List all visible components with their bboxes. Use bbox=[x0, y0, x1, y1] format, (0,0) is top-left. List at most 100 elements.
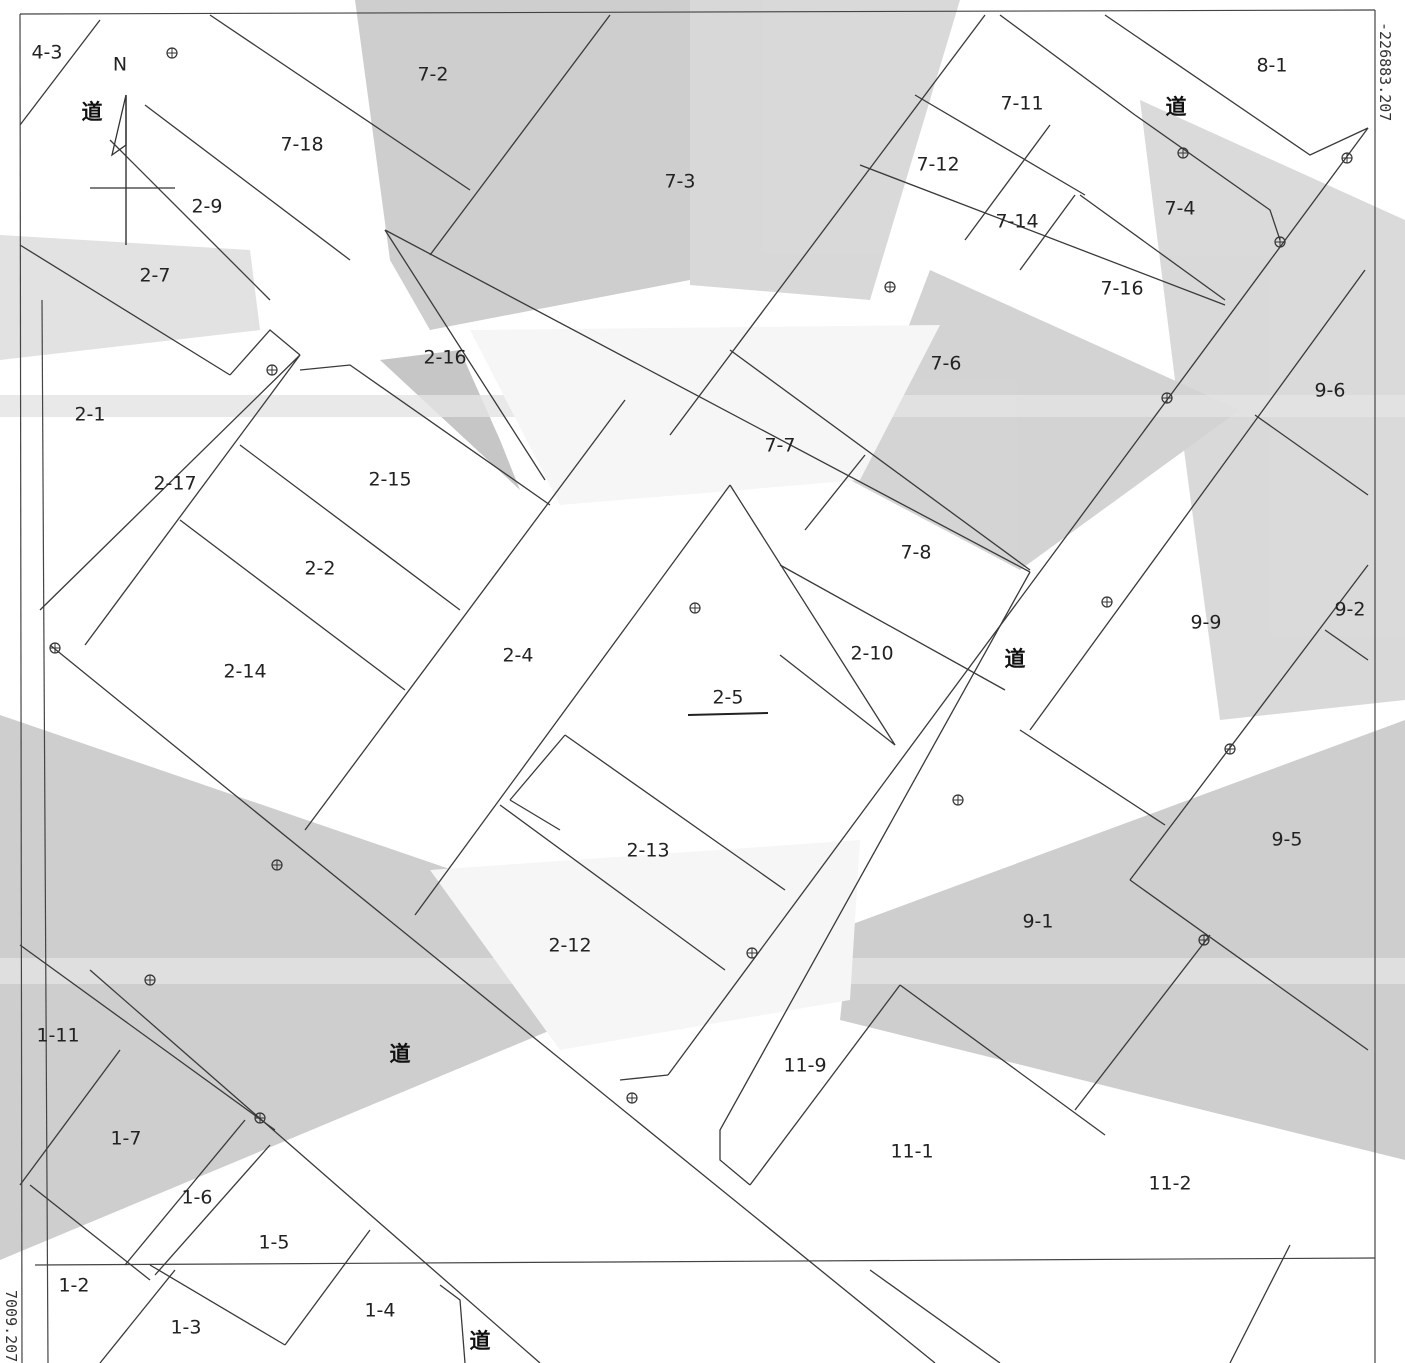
line-2-10-west bbox=[779, 654, 896, 746]
line-7-14-west bbox=[964, 124, 1051, 241]
survey-marker-icon bbox=[1198, 934, 1210, 946]
parcel-2-5-underline bbox=[687, 712, 769, 716]
parcel-label: 9-2 bbox=[1334, 599, 1365, 621]
line-2-4-east bbox=[414, 484, 731, 916]
parcel-label: 2-4 bbox=[502, 645, 533, 667]
line-9-2-south bbox=[1324, 629, 1369, 661]
line-nw-4 bbox=[109, 139, 271, 301]
parcel-label: 2-12 bbox=[548, 935, 591, 957]
line-nw-center bbox=[384, 229, 1031, 573]
parcel-label: 8-1 bbox=[1256, 55, 1287, 77]
line-9-5-west bbox=[1129, 564, 1369, 881]
line-2-17-top bbox=[229, 329, 301, 376]
parcel-boundaries bbox=[19, 14, 1369, 1363]
parcel-label: 1-2 bbox=[58, 1275, 89, 1297]
map-frame bbox=[19, 9, 1376, 1363]
north-label: N bbox=[113, 54, 127, 76]
frame-bottom-inner bbox=[34, 1257, 1376, 1266]
line-2-17-west bbox=[39, 354, 301, 611]
parcel-label: 11-2 bbox=[1148, 1173, 1191, 1195]
edge-label-right: -226883.207 bbox=[1376, 22, 1394, 121]
survey-marker-icon bbox=[1177, 147, 1189, 159]
parcel-label: 2-9 bbox=[191, 196, 222, 218]
parcel-label: 7-18 bbox=[280, 134, 323, 156]
survey-markers bbox=[49, 47, 1353, 1124]
line-2-16-south bbox=[299, 364, 551, 506]
frame-left-inner bbox=[41, 299, 49, 1363]
road-label: 道 bbox=[1166, 95, 1187, 119]
road-labels: 道 道 道 道 道 bbox=[82, 95, 1187, 1353]
line-long-sw bbox=[49, 644, 936, 1363]
line-nw-2 bbox=[209, 14, 471, 191]
shade-center-right bbox=[850, 270, 1240, 570]
parcel-label: 2-5 bbox=[712, 687, 743, 709]
line-7-8-west bbox=[804, 454, 866, 531]
line-bottom-right bbox=[869, 1269, 1001, 1363]
survey-marker-icon bbox=[1101, 596, 1113, 608]
shade-top-right bbox=[690, 0, 960, 300]
parcel-label: 2-13 bbox=[626, 840, 669, 862]
survey-marker-icon bbox=[144, 974, 156, 986]
line-2-12-corner bbox=[509, 799, 561, 831]
line-2-13-north bbox=[564, 734, 786, 891]
line-ne-1 bbox=[19, 19, 101, 126]
survey-marker-icon bbox=[952, 794, 964, 806]
shade-center-left bbox=[380, 350, 520, 490]
line-7-4-west bbox=[1079, 194, 1226, 301]
survey-marker-icon bbox=[266, 364, 278, 376]
parcel-label: 11-1 bbox=[890, 1141, 933, 1163]
survey-marker-icon bbox=[166, 47, 178, 59]
line-nw-1 bbox=[19, 244, 231, 376]
survey-marker-icon bbox=[254, 1112, 266, 1124]
survey-marker-icon bbox=[1224, 743, 1236, 755]
line-2-10-north bbox=[779, 564, 1006, 691]
survey-marker-icon bbox=[271, 859, 283, 871]
road-boundary-east bbox=[667, 127, 1369, 1076]
line-2-16-west bbox=[384, 229, 546, 481]
parcel-label: 7-11 bbox=[1000, 93, 1043, 115]
line-1-4-east bbox=[439, 1284, 466, 1363]
parcel-label: 11-9 bbox=[783, 1055, 826, 1077]
line-1-3-west bbox=[99, 1269, 176, 1363]
parcel-label: 7-16 bbox=[1100, 278, 1143, 300]
line-9-9-south bbox=[1019, 729, 1166, 826]
line-11-1-west bbox=[749, 984, 901, 1186]
line-7-4-east bbox=[1134, 114, 1281, 241]
line-bottom-right-2 bbox=[1229, 1244, 1291, 1363]
line-7-11-east bbox=[999, 14, 1136, 116]
parcel-label: 7-8 bbox=[900, 542, 931, 564]
line-1-road-north bbox=[89, 969, 541, 1363]
parcel-label: 2-17 bbox=[153, 473, 196, 495]
line-9-1-south bbox=[899, 984, 1106, 1136]
line-7-16-south bbox=[859, 164, 1226, 306]
road-label: 道 bbox=[390, 1042, 411, 1066]
parcel-labels: 4-3 7-2 7-18 2-9 2-7 7-3 7-11 7-12 7-14 … bbox=[31, 42, 1365, 1339]
line-1-2-north bbox=[29, 1184, 151, 1281]
parcel-label: 7-3 bbox=[664, 171, 695, 193]
parcel-label: 7-2 bbox=[417, 64, 448, 86]
line-1-6-east bbox=[154, 1144, 271, 1276]
line-nw-3 bbox=[144, 104, 351, 261]
line-2-13-south bbox=[499, 804, 726, 971]
line-2-2-south bbox=[179, 519, 406, 691]
frame-top bbox=[19, 9, 1376, 15]
line-2-13-west bbox=[509, 734, 566, 801]
line-11-2-west bbox=[1074, 934, 1211, 1111]
line-7-12-north bbox=[914, 94, 1086, 196]
line-1-3-north bbox=[149, 1264, 286, 1346]
survey-marker-icon bbox=[746, 947, 758, 959]
parcel-label: 2-7 bbox=[139, 265, 170, 287]
road-label: 道 bbox=[1005, 647, 1026, 671]
parcel-label: 2-10 bbox=[850, 643, 893, 665]
survey-marker-icon bbox=[1274, 236, 1286, 248]
road-label: 道 bbox=[82, 100, 103, 124]
bright-fan bbox=[430, 325, 940, 1050]
parcel-label: 2-15 bbox=[368, 469, 411, 491]
shade-top-center bbox=[355, 0, 690, 330]
parcel-label: 9-5 bbox=[1271, 829, 1302, 851]
parcel-label: 1-5 bbox=[258, 1232, 289, 1254]
parcel-label: 7-14 bbox=[995, 211, 1038, 233]
line-1-11-south bbox=[19, 1049, 121, 1186]
parcel-label: 7-12 bbox=[916, 154, 959, 176]
